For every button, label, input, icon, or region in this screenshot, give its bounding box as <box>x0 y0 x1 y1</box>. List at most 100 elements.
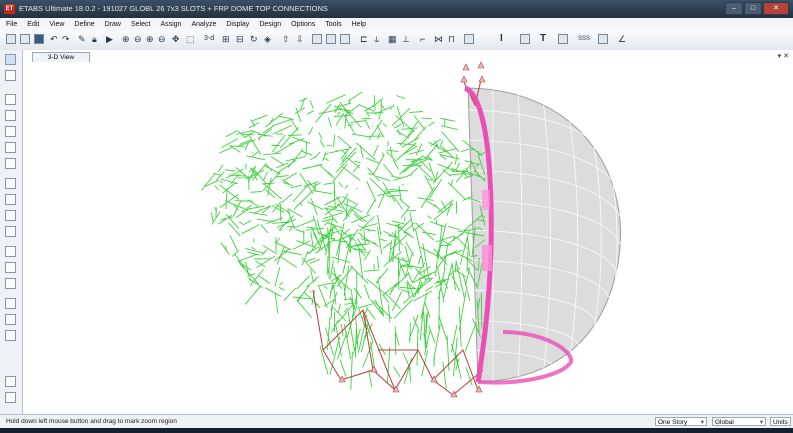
draw-grid-icon[interactable] <box>5 278 16 289</box>
structure-3d-model[interactable] <box>23 50 793 414</box>
show-tables-icon[interactable]: ▦ <box>388 34 397 44</box>
coordinate-system-select[interactable]: Global ▾ <box>712 417 766 426</box>
frame-lines <box>201 91 486 390</box>
draw-rect-floor-icon[interactable] <box>5 194 16 205</box>
zoom-out-icon[interactable]: ⊖ <box>134 34 142 44</box>
menu-options[interactable]: Options <box>291 20 316 28</box>
window-title: ETABS Ultimate 18.0.2 - 191027 GLOBL 26 … <box>19 4 328 13</box>
frame-mesh <box>201 91 486 390</box>
story-select[interactable]: One Story ▾ <box>655 417 707 426</box>
maximize-button[interactable]: □ <box>744 2 762 15</box>
select-angle-icon[interactable]: ∠ <box>618 34 627 44</box>
menu-draw[interactable]: Draw <box>104 20 121 28</box>
draw-joint-icon[interactable] <box>5 94 16 105</box>
menu-view[interactable]: View <box>49 20 65 28</box>
draw-column-icon[interactable] <box>5 126 16 137</box>
draw-wall-icon[interactable] <box>5 210 16 221</box>
select-wall-icon[interactable] <box>598 34 608 44</box>
menu-define[interactable]: Define <box>74 20 95 28</box>
etabs-app-icon[interactable]: ET <box>4 4 15 14</box>
axis-icon[interactable] <box>5 376 16 387</box>
units-label: Units <box>773 419 788 426</box>
coord-select-value: Global <box>715 419 734 426</box>
os-taskbar <box>0 428 793 433</box>
draw-beam-side-icon[interactable] <box>5 142 16 153</box>
reshape-icon[interactable] <box>5 70 16 81</box>
draw-dimension-icon[interactable] <box>5 298 16 309</box>
draw-link-icon[interactable] <box>5 246 16 257</box>
snap-icon[interactable] <box>5 392 16 403</box>
plan-view-icon[interactable]: ⊞ <box>222 34 230 44</box>
select-sss-icon[interactable]: SSS <box>578 36 591 42</box>
save-icon[interactable] <box>34 34 44 44</box>
design-check-icon[interactable] <box>464 34 474 44</box>
view-close-icon[interactable]: ▾ ✕ <box>777 53 789 60</box>
close-button[interactable]: ✕ <box>763 2 789 15</box>
rubber-band-zoom-icon[interactable]: ⬚ <box>186 34 195 44</box>
move-up-icon[interactable]: ⇧ <box>282 34 290 44</box>
zoom-window-icon[interactable]: ⊕ <box>146 34 154 44</box>
object-shrink-icon[interactable] <box>312 34 322 44</box>
new-model-icon[interactable] <box>6 34 16 44</box>
menu-bar: File Edit View Define Draw Select Assign… <box>0 18 793 30</box>
menu-edit[interactable]: Edit <box>27 20 40 28</box>
set-display-options-icon[interactable] <box>326 34 336 44</box>
select-area-icon[interactable] <box>520 34 530 44</box>
select-frame-type-icon[interactable]: I <box>500 33 503 44</box>
units-button[interactable]: Units <box>770 417 791 426</box>
dome <box>467 87 624 383</box>
title-bar: ET ETABS Ultimate 18.0.2 - 191027 GLOBL … <box>0 0 793 18</box>
model-viewport[interactable] <box>23 50 793 414</box>
display-undeformed-icon[interactable] <box>340 34 350 44</box>
story-select-value: One Story <box>658 419 688 426</box>
chevron-down-icon: ▾ <box>759 419 763 426</box>
menu-display[interactable]: Display <box>226 20 250 28</box>
open-icon[interactable] <box>20 34 30 44</box>
view-3d-icon[interactable]: 3-d <box>204 35 215 42</box>
draw-beam-icon[interactable]: ⊓ <box>448 34 456 44</box>
redo-icon[interactable]: ↷ <box>62 34 70 44</box>
menu-file[interactable]: File <box>6 20 18 28</box>
dome-rib <box>463 85 573 385</box>
menu-assign[interactable]: Assign <box>160 20 182 28</box>
perspective-icon[interactable]: ◈ <box>264 34 271 44</box>
supports <box>338 61 486 398</box>
status-bar: Hold down left mouse button and drag to … <box>0 414 793 429</box>
main-toolbar: ↶ ↷ ✎ 🔒︎ ▶ ⊕ ⊖ ⊕ ⊖ ✥ ⬚ 3-d ⊞ ⊟ ↻ ◈ ⇧ ⇩ ⊏… <box>0 30 793 51</box>
menu-design[interactable]: Design <box>259 20 282 28</box>
lock-icon[interactable]: 🔒︎ <box>92 34 97 44</box>
chevron-down-icon: ▾ <box>700 419 704 426</box>
select-link-icon[interactable]: T <box>540 33 547 44</box>
draw-wall-stack-icon[interactable] <box>5 330 16 341</box>
draw-brace-icon[interactable]: ⋈ <box>434 34 443 44</box>
draw-section-cut-icon[interactable] <box>5 314 16 325</box>
draw-frame-icon[interactable]: ⌐ <box>420 34 426 44</box>
side-toolbar <box>0 50 23 414</box>
tab-3d-view[interactable]: 3-D View <box>32 52 90 62</box>
pointer-icon[interactable] <box>5 54 16 65</box>
move-down-icon[interactable]: ⇩ <box>296 34 304 44</box>
zoom-restore-icon[interactable]: ⊖ <box>158 34 166 44</box>
menu-analyze[interactable]: Analyze <box>191 20 217 28</box>
elevation-view-icon[interactable]: ⊟ <box>236 34 244 44</box>
show-deformed-icon[interactable]: ⊏ <box>360 34 368 44</box>
menu-select[interactable]: Select <box>130 20 151 28</box>
show-forces-icon[interactable]: ⫝ <box>374 34 380 44</box>
draw-brace-side-icon[interactable] <box>5 158 16 169</box>
undo-icon[interactable]: ↶ <box>50 34 58 44</box>
menu-tools[interactable]: Tools <box>325 20 342 28</box>
run-analysis-icon[interactable]: ▶ <box>106 34 113 44</box>
zoom-in-icon[interactable]: ⊕ <box>122 34 130 44</box>
rotate-icon[interactable]: ↻ <box>250 34 258 44</box>
status-message: Hold down left mouse button and drag to … <box>6 418 177 425</box>
pan-icon[interactable]: ✥ <box>172 34 180 44</box>
draw-tendon-icon[interactable] <box>5 262 16 273</box>
draw-line-icon[interactable] <box>5 110 16 121</box>
show-reactions-icon[interactable]: ⊥ <box>402 34 410 44</box>
minimize-button[interactable]: – <box>725 2 743 15</box>
select-section-icon[interactable] <box>558 34 568 44</box>
draw-opening-icon[interactable] <box>5 226 16 237</box>
menu-help[interactable]: Help <box>351 20 366 28</box>
pencil-icon[interactable]: ✎ <box>78 34 86 44</box>
draw-floor-icon[interactable] <box>5 178 16 189</box>
